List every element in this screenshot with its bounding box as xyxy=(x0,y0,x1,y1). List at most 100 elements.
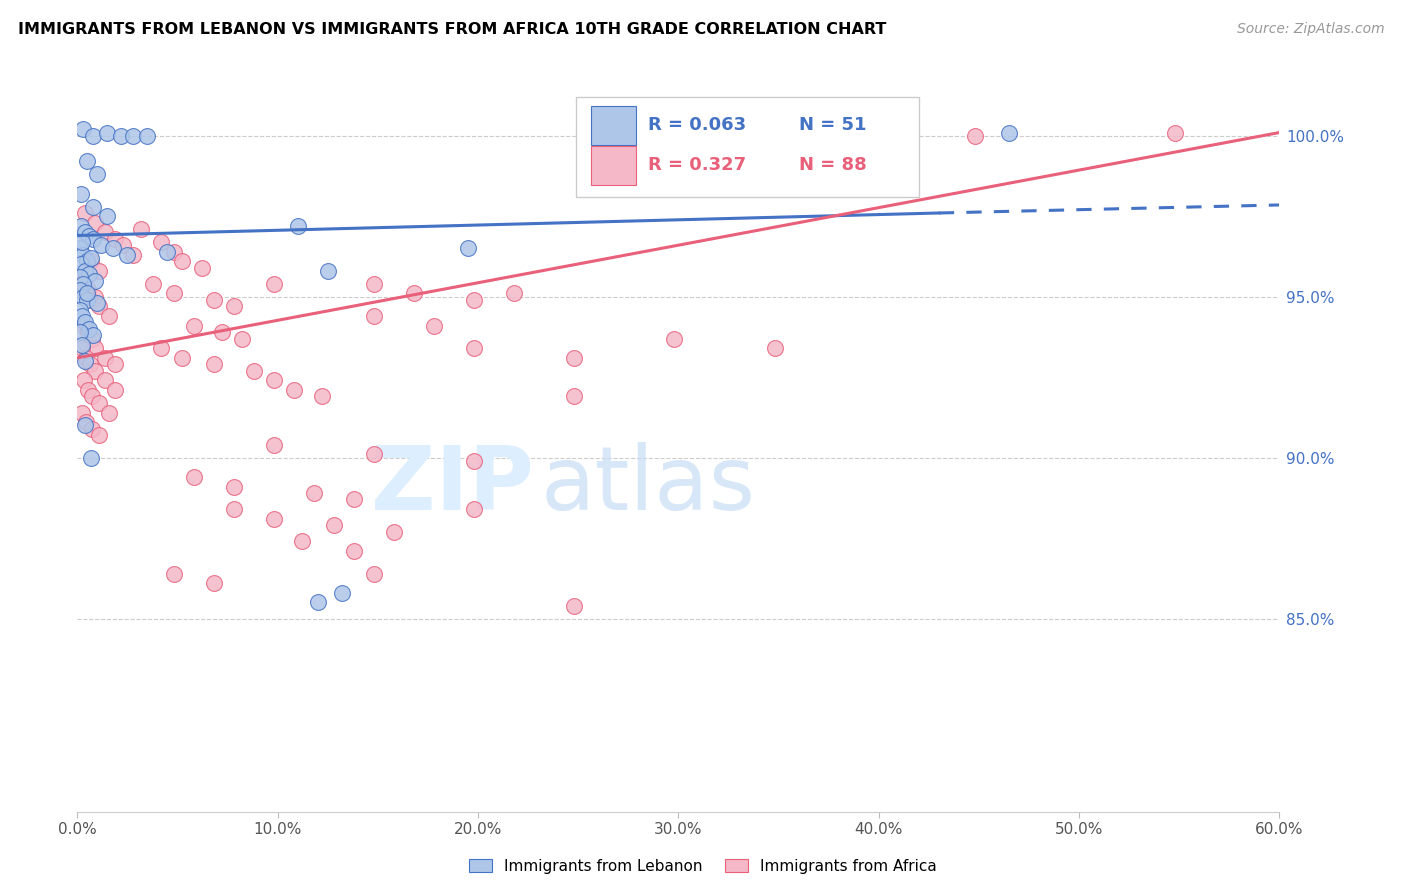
Point xyxy=(76,286,98,301)
Point xyxy=(343,492,366,507)
Point xyxy=(84,341,107,355)
Text: R = 0.327: R = 0.327 xyxy=(648,156,747,174)
Point xyxy=(75,206,97,220)
Point xyxy=(222,502,245,516)
Point xyxy=(136,128,159,143)
Point xyxy=(104,383,127,397)
Point xyxy=(183,318,205,333)
Point xyxy=(463,502,485,516)
Text: Source: ZipAtlas.com: Source: ZipAtlas.com xyxy=(1237,22,1385,37)
Point xyxy=(1164,126,1187,140)
Point xyxy=(162,286,184,301)
Text: R = 0.063: R = 0.063 xyxy=(648,117,747,135)
Point xyxy=(363,309,385,323)
Point xyxy=(110,128,132,143)
Point xyxy=(82,332,104,346)
Point xyxy=(70,219,93,233)
Point xyxy=(77,383,100,397)
Point xyxy=(170,351,193,365)
Point xyxy=(75,315,97,329)
Point xyxy=(72,341,94,355)
Point xyxy=(150,235,173,249)
Point xyxy=(82,389,104,403)
Point xyxy=(382,524,405,539)
Point xyxy=(503,286,526,301)
Point xyxy=(84,274,107,288)
Point xyxy=(75,351,97,365)
Point xyxy=(70,258,93,272)
Legend: Immigrants from Lebanon, Immigrants from Africa: Immigrants from Lebanon, Immigrants from… xyxy=(463,853,943,880)
Point xyxy=(763,341,786,355)
Point xyxy=(84,216,107,230)
FancyBboxPatch shape xyxy=(576,97,920,197)
Point xyxy=(79,228,101,243)
Point xyxy=(75,354,97,368)
Point xyxy=(103,241,125,255)
Point xyxy=(72,277,94,291)
Point xyxy=(211,325,233,339)
Point xyxy=(76,154,98,169)
Point xyxy=(98,309,121,323)
Point xyxy=(72,235,94,249)
Point xyxy=(72,248,94,262)
Point xyxy=(463,341,485,355)
Point xyxy=(75,264,97,278)
Point xyxy=(263,277,285,291)
Point xyxy=(75,415,97,429)
Point xyxy=(263,438,285,452)
Point xyxy=(89,299,111,313)
Point xyxy=(89,396,111,410)
Point xyxy=(90,238,112,252)
Point xyxy=(122,248,145,262)
Point xyxy=(156,244,179,259)
Point xyxy=(562,389,585,403)
Point xyxy=(70,186,93,201)
Text: N = 88: N = 88 xyxy=(799,156,866,174)
Point xyxy=(69,302,91,317)
Point xyxy=(86,296,108,310)
Point xyxy=(82,422,104,436)
Point xyxy=(263,512,285,526)
Point xyxy=(562,351,585,365)
Point xyxy=(77,283,100,297)
Point xyxy=(423,318,446,333)
Point xyxy=(80,450,103,465)
Point xyxy=(302,486,325,500)
Point xyxy=(190,260,212,275)
Point xyxy=(75,286,97,301)
Point xyxy=(242,364,264,378)
Point xyxy=(104,232,127,246)
Point xyxy=(131,222,153,236)
Point xyxy=(73,274,96,288)
Point xyxy=(183,470,205,484)
Point xyxy=(142,277,165,291)
Point xyxy=(96,126,118,140)
Point xyxy=(75,225,97,239)
Point xyxy=(322,518,344,533)
Point xyxy=(72,338,94,352)
Point xyxy=(162,244,184,259)
Point xyxy=(202,576,225,591)
Point xyxy=(98,406,121,420)
Point xyxy=(69,283,91,297)
Point xyxy=(202,293,225,307)
Point xyxy=(664,332,686,346)
Point xyxy=(73,318,96,333)
Point xyxy=(122,128,145,143)
Point xyxy=(80,251,103,265)
Point xyxy=(84,290,107,304)
Point xyxy=(343,544,366,558)
Point xyxy=(69,241,91,255)
Point xyxy=(89,264,111,278)
Text: ZIP: ZIP xyxy=(371,442,534,530)
Point xyxy=(72,290,94,304)
Point xyxy=(76,254,98,268)
Point xyxy=(82,128,104,143)
Point xyxy=(80,254,103,268)
Point xyxy=(77,325,100,339)
Point xyxy=(94,373,117,387)
Point xyxy=(283,383,305,397)
Text: atlas: atlas xyxy=(540,442,755,530)
Point xyxy=(263,373,285,387)
Point xyxy=(330,586,353,600)
